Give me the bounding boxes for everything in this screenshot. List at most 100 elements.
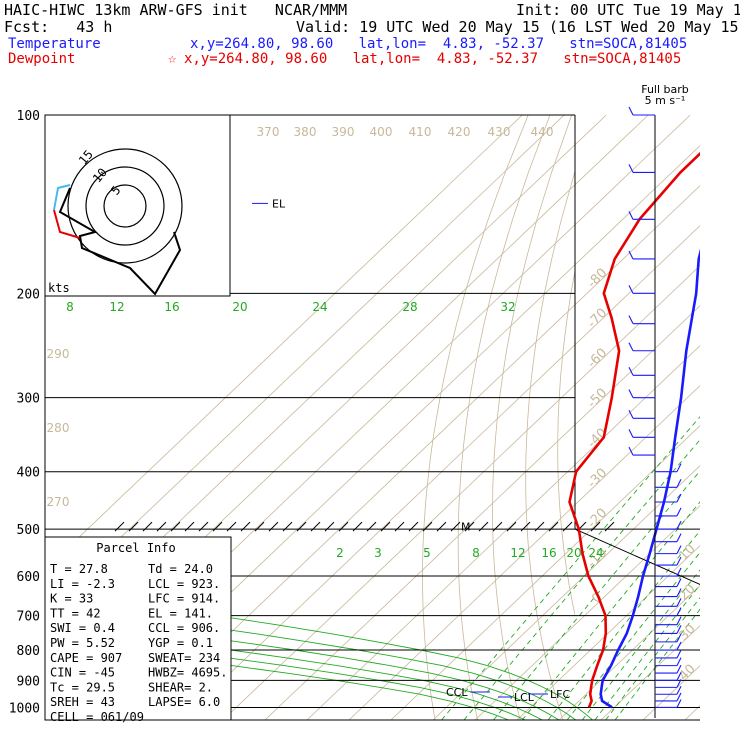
parcel-info-frame	[44, 536, 232, 721]
isotherm-label: -30	[585, 466, 611, 492]
hodograph-frame	[44, 114, 231, 297]
parcel-info-box: Parcel Info T = 27.8 Td = 24.0 LI = -2.3 LCL…	[44, 536, 232, 724]
wind-barb-flag	[676, 692, 682, 702]
parcel-info-left-value: Tc = 29.5	[50, 680, 115, 694]
level-marker-label: EL	[272, 197, 286, 210]
level-marker-label: LFC	[550, 688, 570, 701]
wind-barb-flag	[628, 429, 634, 438]
wind-barb-flag	[676, 493, 682, 503]
wind-barb-flag	[676, 664, 682, 674]
valid-time: Valid: 19 UTC Wed 20 May 15 (16 LST Wed …	[296, 18, 740, 36]
mixing-ratio-label: 5	[423, 546, 431, 560]
wind-barb-flag	[676, 567, 682, 577]
freezing-hatch	[142, 521, 153, 532]
parcel-info-left-value: CAPE = 907	[50, 651, 122, 665]
parcel-info-left-value: CIN = -45	[50, 666, 115, 680]
pressure-label: 1000	[9, 701, 40, 716]
mixing-ratio-label: 20	[232, 300, 247, 314]
parcel-info-left-value: SWI = 0.4	[50, 621, 115, 635]
isotherm-label: -20	[585, 506, 611, 532]
moist-adiabat-line	[45, 592, 593, 720]
hodograph-trace-red	[53, 209, 81, 239]
freezing-hatch	[114, 521, 125, 532]
wind-barb-flag	[676, 578, 682, 587]
theta-label: 370	[257, 125, 280, 139]
hodograph-trace-black	[58, 187, 182, 296]
theta-label: 420	[448, 125, 471, 139]
pressure-label: 600	[17, 570, 40, 585]
isotherm-line	[432, 465, 700, 720]
freezing-hatch	[408, 521, 419, 532]
pressure-label: 500	[17, 523, 40, 538]
wind-barb-flag	[628, 342, 634, 352]
wind-barb-flag	[676, 545, 682, 554]
isotherm-line	[516, 545, 700, 720]
theta-label: 290	[47, 347, 70, 361]
freezing-hatch	[492, 521, 503, 532]
freezing-hatch	[394, 521, 405, 532]
isotherm-label: 30	[676, 622, 698, 644]
freezing-hatch	[156, 521, 167, 532]
wind-barb-legend-units: 5 m s⁻¹	[645, 94, 686, 107]
isotherm-line	[390, 425, 700, 720]
plot-right-border-slant	[574, 528, 701, 585]
isotherm-line	[222, 265, 700, 720]
isotherm-line	[45, 115, 523, 571]
theta-label: 410	[409, 125, 432, 139]
wind-barb-flag	[628, 446, 634, 456]
theta-label: 270	[47, 495, 70, 509]
dry-adiabat-line	[457, 115, 551, 720]
isotherm-line	[348, 385, 700, 720]
sounding-profiles	[568, 151, 700, 709]
pressure-label: 100	[17, 109, 40, 124]
freezing-hatch	[338, 521, 349, 532]
mixing-ratio-line	[614, 608, 700, 720]
wind-barb-flag	[628, 285, 634, 294]
level-marker-label: M	[461, 521, 471, 534]
freezing-hatch	[324, 521, 335, 532]
freezing-hatch	[534, 521, 545, 532]
parcel-info-left-value: T = 27.8	[50, 562, 108, 576]
mixing-ratio-line	[493, 470, 700, 720]
freezing-hatch	[254, 521, 265, 532]
wind-barb-flag	[628, 367, 634, 376]
wind-barb-legend-title: Full barb	[641, 83, 689, 96]
model-title: HAIC-HIWC 13km ARW-GFS init NCAR/MMM	[4, 1, 348, 19]
dry-adiabat-line	[492, 115, 573, 720]
mixing-ratio-label: 8	[66, 300, 74, 314]
isotherm-line	[45, 115, 565, 611]
wind-barb-flag	[676, 633, 682, 643]
theta-label: 380	[294, 125, 317, 139]
wind-barb-flag	[676, 507, 682, 517]
pressure-label: 800	[17, 644, 40, 659]
freezing-hatch	[198, 521, 209, 532]
temperature-location-info: x,y=264.80, 98.60 lat,lon= 4.83, -52.37 …	[190, 36, 688, 52]
wind-barb-flag	[628, 410, 634, 419]
dewpoint-marker-icon: ☆	[168, 51, 177, 67]
wind-barb-flag	[676, 607, 682, 616]
pressure-label: 400	[17, 466, 40, 481]
wind-barb-flag	[628, 250, 634, 260]
wind-barb-flag	[676, 520, 682, 530]
mixing-ratio-label: 24	[312, 300, 327, 314]
dry-adiabat-line	[703, 115, 740, 720]
freezing-hatch	[226, 521, 237, 532]
wind-barb-flag	[676, 625, 682, 634]
dry-adiabat-line	[525, 170, 575, 720]
isotherm-line	[600, 625, 700, 720]
mixing-ratio-label: 32	[500, 300, 515, 314]
theta-label: 390	[332, 125, 355, 139]
freezing-hatch	[352, 521, 363, 532]
freezing-hatch	[436, 521, 447, 532]
parcel-info-right-value: CCL = 906.	[148, 621, 220, 635]
parcel-info-left-value: PW = 5.52	[50, 636, 115, 650]
pressure-label: 900	[17, 674, 40, 689]
pressure-label: 300	[17, 392, 40, 407]
freezing-hatch	[212, 521, 223, 532]
dry-adiabat-line	[557, 268, 575, 618]
level-markers: EL CCL LCL LFC M	[252, 197, 570, 704]
wind-barb-flag	[676, 616, 682, 625]
parcel-info-right-value: Td = 24.0	[148, 562, 213, 576]
freezing-hatch	[380, 521, 391, 532]
